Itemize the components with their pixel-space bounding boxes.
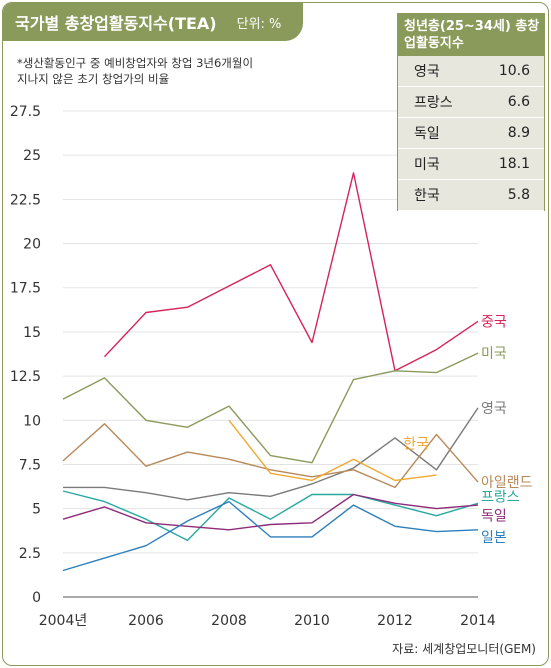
y-tick-label: 27.5 <box>10 104 41 120</box>
footnote: *생산활동인구 중 예비창업자와 창업 3년6개월이 지나지 않은 초기 창업가… <box>17 56 254 86</box>
y-tick-label: 7.5 <box>19 457 41 473</box>
line-chart: 0 2.5 5 7.5 10 12.5 15 17.5 20 22.5 25 27.5 2004년 200… <box>10 104 533 629</box>
table-row: 영국 10.6 <box>398 56 544 87</box>
x-tick-label: 2004년 <box>39 613 88 629</box>
y-tick-label: 22.5 <box>10 192 41 208</box>
country-cell: 프랑스 <box>414 95 453 111</box>
table-title: 청년층(25~34세) 총창업활동지수 <box>398 14 544 56</box>
series-line <box>62 500 479 572</box>
y-tick-label: 0 <box>32 590 41 606</box>
series-line <box>62 493 479 531</box>
value-cell: 18.1 <box>498 156 530 172</box>
series-label: 중국 <box>481 314 507 330</box>
country-cell: 영국 <box>414 64 440 80</box>
series-line <box>62 490 479 542</box>
y-tick-label: 12.5 <box>10 369 41 385</box>
x-tick-label: 2012 <box>377 613 413 629</box>
title-bar: 국가별 총창업활동지수(TEA) 단위: % <box>3 3 303 41</box>
series-label: 한국 <box>403 437 429 453</box>
series-label: 프랑스 <box>481 489 520 505</box>
value-cell: 6.6 <box>507 94 530 110</box>
x-tick-label: 2008 <box>211 613 247 629</box>
y-tick-label: 20 <box>23 237 41 253</box>
series-label: 독일 <box>481 509 507 525</box>
y-tick-label: 25 <box>23 148 41 164</box>
series-line <box>62 423 479 489</box>
series-line <box>63 407 479 501</box>
series-label: 일본 <box>481 530 507 546</box>
y-tick-label: 17.5 <box>10 281 41 297</box>
value-cell: 10.6 <box>498 63 530 79</box>
y-tick-label: 10 <box>23 413 41 429</box>
series-label: 미국 <box>481 346 507 362</box>
table-row: 프랑스 6.6 <box>398 87 544 118</box>
table-row: 독일 8.9 <box>398 118 544 149</box>
y-tick-label: 2.5 <box>19 546 41 562</box>
table-row: 미국 18.1 <box>398 149 544 180</box>
x-tick-label: 2010 <box>294 613 330 629</box>
country-cell: 미국 <box>414 157 440 173</box>
value-cell: 5.8 <box>507 187 530 203</box>
table-row: 한국 5.8 <box>398 180 544 211</box>
value-cell: 8.9 <box>507 125 530 141</box>
country-cell: 독일 <box>414 126 440 142</box>
country-cell: 한국 <box>414 188 440 204</box>
x-tick-label: 2006 <box>128 613 164 629</box>
y-tick-label: 5 <box>32 502 41 518</box>
series-line <box>103 172 479 372</box>
y-tick-label: 15 <box>23 325 41 341</box>
series-label: 영국 <box>481 401 507 417</box>
youth-tea-table: 청년층(25~34세) 총창업활동지수 영국 10.6 프랑스 6.6 독일 8… <box>397 13 545 211</box>
x-tick-label: 2014 <box>460 613 496 629</box>
unit-label: 단위: % <box>236 16 282 32</box>
series-line <box>228 419 437 482</box>
series-line <box>62 352 479 464</box>
source-note: 자료: 세계창업모니터(GEM) <box>392 642 536 656</box>
series-label: 아일랜드 <box>481 475 533 491</box>
chart-title: 국가별 총창업활동지수(TEA) <box>15 14 217 33</box>
